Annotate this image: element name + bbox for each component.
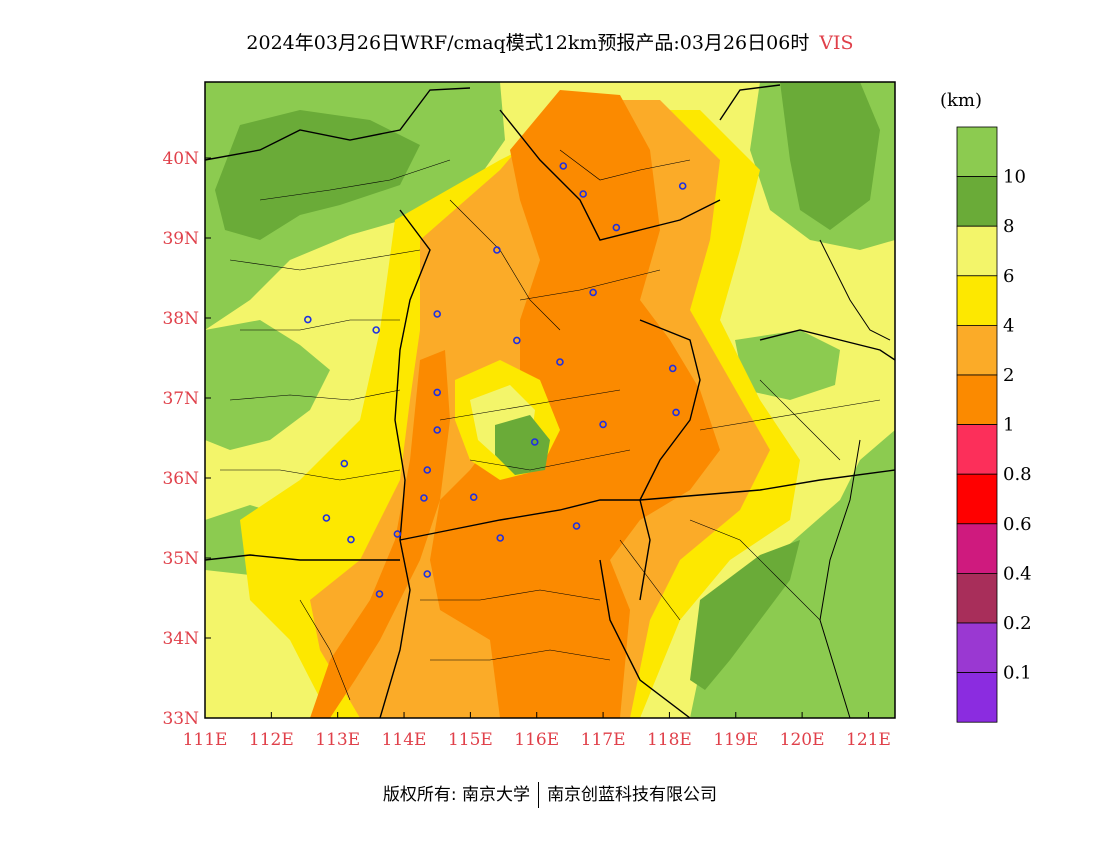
- city-marker-21: [322, 514, 331, 522]
- legend-label-8: 0.6: [1003, 514, 1032, 535]
- legend-label-3: 6: [1003, 266, 1014, 287]
- city-marker-17: [340, 459, 349, 468]
- legend-swatch-8: [956, 523, 998, 574]
- legend-label-2: 8: [1003, 216, 1014, 237]
- city-marker-0: [559, 162, 568, 170]
- green-region-west: [205, 320, 330, 450]
- x-tick-label-9: 120E: [780, 730, 825, 750]
- map-title: 2024年03月26日WRF/cmaq模式12km预报产品:03月26日06时 V…: [0, 28, 1100, 55]
- y-tick-label-0: 33N: [162, 709, 199, 729]
- legend-swatch-4: [956, 324, 998, 376]
- latitude-axis: 33N 34N 35N 36N 37N 38N 39N 40N: [162, 149, 211, 729]
- legend-swatch-9: [956, 573, 998, 624]
- city-marker-14: [599, 420, 607, 429]
- legend-swatch-11: [956, 672, 998, 723]
- province-boundaries: [205, 84, 895, 718]
- legend-label-11: 0.1: [1003, 663, 1032, 684]
- x-tick-label-10: 121E: [846, 730, 891, 750]
- y-tick-label-4: 37N: [162, 389, 199, 409]
- city-marker-23: [347, 535, 355, 544]
- green-pocket-central: [495, 415, 550, 475]
- legend-label-6: 1: [1003, 415, 1014, 436]
- legend-label-7: 0.8: [1003, 464, 1032, 485]
- y-tick-label-3: 36N: [162, 469, 199, 489]
- legend-swatch-10: [956, 622, 998, 673]
- legend-swatch-1: [956, 176, 998, 227]
- y-tick-label-6: 39N: [162, 229, 199, 249]
- city-marker-9: [513, 336, 521, 345]
- city-boundaries: [220, 149, 881, 701]
- city-marker-2: [612, 223, 621, 232]
- x-tick-label-2: 113E: [315, 730, 360, 750]
- city-marker-25: [496, 534, 505, 542]
- coastline: [819, 239, 891, 718]
- city-marker-6: [304, 315, 312, 324]
- green-region-shandong: [735, 330, 840, 400]
- city-marker-8: [433, 310, 442, 318]
- legend-label-10: 0.2: [1003, 613, 1032, 634]
- darkgreen-region-southeast: [690, 540, 800, 690]
- city-marker-16: [530, 438, 539, 446]
- darkgreen-region-northwest: [215, 110, 420, 240]
- city-marker-1: [579, 190, 587, 198]
- orange-strip-west: [310, 350, 450, 718]
- x-tick-label-8: 119E: [713, 730, 758, 750]
- legend-label-1: 10: [1003, 167, 1026, 188]
- legend-swatch-5: [956, 374, 998, 425]
- city-marker-13: [672, 408, 680, 417]
- legend-swatch-7: [956, 473, 998, 525]
- x-tick-label-6: 117E: [581, 730, 626, 750]
- map-frame: [204, 81, 896, 719]
- city-marker-15: [433, 426, 442, 434]
- city-marker-7: [372, 326, 380, 334]
- x-tick-label-0: 111E: [183, 730, 228, 750]
- legend-colorbar: 10 8 6 4 2 1 0.8 0.6 0.4 0.2 0.1: [956, 126, 1032, 723]
- y-tick-label-1: 34N: [162, 629, 199, 649]
- green-region-southeast: [690, 430, 895, 718]
- city-marker-10: [556, 358, 564, 366]
- copyright-footer: 版权所有: 南京大学 南京创蓝科技有限公司: [0, 780, 1100, 808]
- city-markers: [304, 162, 687, 598]
- copyright-text: 版权所有: 南京大学: [382, 785, 531, 805]
- legend-swatch-6: [956, 424, 998, 475]
- city-marker-19: [420, 494, 428, 502]
- x-tick-label-5: 116E: [514, 730, 559, 750]
- legend-label-9: 0.4: [1003, 563, 1032, 584]
- company-text: 南京创蓝科技有限公司: [547, 785, 718, 805]
- city-marker-26: [423, 570, 432, 578]
- city-marker-12: [433, 388, 442, 397]
- city-marker-27: [375, 590, 384, 598]
- legend-swatch-3: [956, 275, 998, 326]
- footer-separator: [538, 782, 540, 808]
- x-tick-label-1: 112E: [249, 730, 294, 750]
- city-marker-24: [393, 530, 402, 538]
- x-tick-label-4: 115E: [448, 730, 493, 750]
- legend-swatch-0: [956, 126, 998, 177]
- orange-region-north-china-plain: [430, 90, 720, 718]
- variable-label: VIS: [819, 32, 854, 54]
- city-marker-5: [589, 288, 597, 297]
- legend-swatch-2: [956, 225, 998, 277]
- legend-label-5: 2: [1003, 365, 1014, 386]
- darkgreen-region-northeast: [780, 82, 880, 230]
- y-tick-label-7: 40N: [162, 149, 199, 169]
- visibility-map: [205, 82, 895, 718]
- map-title-text: 2024年03月26日WRF/cmaq模式12km预报产品:03月26日06时: [246, 32, 810, 54]
- x-tick-label-7: 118E: [647, 730, 692, 750]
- y-tick-label-5: 38N: [162, 309, 199, 329]
- city-marker-11: [668, 364, 677, 373]
- legend-label-4: 4: [1003, 315, 1014, 336]
- city-marker-20: [469, 493, 478, 502]
- city-marker-18: [423, 466, 432, 474]
- city-marker-4: [493, 246, 501, 254]
- legend-unit: (km): [940, 90, 983, 111]
- city-marker-3: [678, 182, 687, 190]
- x-tick-label-3: 114E: [382, 730, 427, 750]
- city-marker-22: [572, 522, 581, 530]
- y-tick-label-2: 35N: [162, 549, 199, 569]
- longitude-axis: 111E 112E 113E 114E 115E 116E 117E 118E 119E 120E…: [183, 712, 891, 750]
